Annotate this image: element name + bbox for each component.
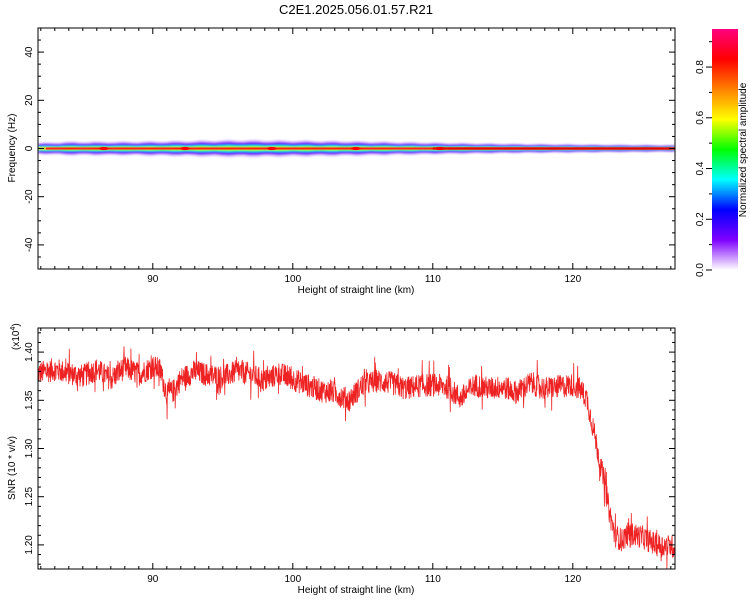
- y-tick-label: 1.30: [24, 438, 35, 458]
- y-tick-label: 20: [24, 94, 35, 106]
- y-tick-label: 1.20: [24, 535, 35, 555]
- band-core-strong: [432, 147, 675, 150]
- colorbar-tick-label: 0.6: [695, 110, 706, 124]
- snr-multiplier-base: (x10: [11, 330, 22, 350]
- snr-multiplier-exponent: 4: [10, 327, 17, 331]
- snr-y-ticks: 1.20 1.25 1.30 1.35 1.40: [24, 332, 675, 565]
- snr-y-axis-label: SNR (10 * v/v): [7, 436, 18, 500]
- colorbar-fill: [712, 29, 738, 270]
- snr-x-axis-label: Height of straight line (km): [298, 585, 415, 596]
- spectrogram-x-ticks: 90 100 110 120: [40, 28, 672, 285]
- band-peak-spot: [266, 146, 277, 151]
- spectrogram-x-axis-label: Height of straight line (km): [298, 285, 415, 296]
- snr-series-line: [38, 346, 675, 569]
- y-tick-label: -20: [24, 189, 35, 204]
- colorbar-tick-label: 0.4: [695, 161, 706, 175]
- colorbar-tick-label: 0.2: [695, 212, 706, 226]
- y-tick-label: 0: [24, 145, 35, 151]
- chart-title: C2E1.2025.056.01.57.R21: [279, 2, 433, 17]
- x-tick-label: 100: [284, 274, 301, 285]
- colorbar: 0.0 0.2 0.4 0.6 0.8 Normalized spectral ampl…: [695, 29, 749, 277]
- snr-x-ticks: 90 100 110 120: [40, 328, 672, 585]
- y-tick-label: 1.35: [24, 390, 35, 410]
- y-tick-label: 1.25: [24, 487, 35, 507]
- snr-multiplier: (x104): [10, 323, 22, 350]
- band-peak-spot: [350, 146, 361, 151]
- y-tick-label: 1.40: [24, 342, 35, 362]
- svg-text:(x104): (x104): [10, 323, 22, 350]
- colorbar-ticks: 0.0 0.2 0.4 0.6 0.8: [695, 41, 712, 277]
- colorbar-label: Normalized spectral amplitude: [738, 82, 749, 217]
- band-peak-spot: [180, 146, 190, 151]
- spectrogram-y-axis-label: Frequency (Hz): [7, 114, 18, 183]
- x-tick-label: 90: [147, 274, 159, 285]
- colorbar-tick-label: 0.8: [695, 60, 706, 74]
- y-tick-label: 40: [24, 46, 35, 58]
- x-tick-label: 110: [425, 574, 441, 585]
- x-tick-label: 100: [284, 574, 301, 585]
- spectrogram-y-ticks: -40 -20 0 20 40: [24, 27, 675, 270]
- spectrogram-panel: 90 100 110 120 -40 -20 0 20 40 Height of straig…: [7, 27, 676, 296]
- x-tick-label: 90: [147, 574, 159, 585]
- band-peak-spot: [98, 146, 109, 151]
- x-tick-label: 120: [564, 574, 581, 585]
- spectrogram-band: [38, 139, 675, 158]
- x-tick-label: 110: [425, 274, 441, 285]
- y-tick-label: -40: [24, 237, 35, 252]
- colorbar-tick-label: 0.0: [695, 263, 706, 277]
- x-tick-label: 120: [564, 274, 581, 285]
- snr-panel: 90 100 110 120 1.20 1.25 1.30 1.35 1.40 Height …: [7, 323, 676, 596]
